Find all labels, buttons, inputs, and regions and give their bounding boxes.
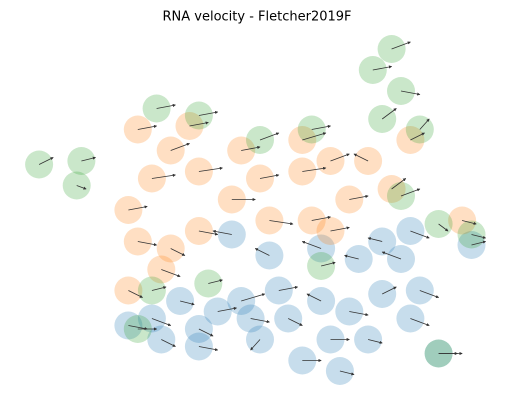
velocity-arrow — [212, 229, 232, 235]
velocity-arrow — [301, 240, 322, 249]
velocity-arrow — [330, 153, 350, 162]
velocity-arrow — [353, 153, 369, 162]
velocity-arrow — [81, 156, 97, 162]
velocity-arrow — [368, 339, 383, 344]
velocity-arrow — [288, 318, 303, 326]
velocity-arrow — [198, 230, 219, 236]
velocity-arrow — [306, 293, 322, 302]
velocity-arrow — [321, 261, 336, 267]
velocity-arrow — [391, 41, 411, 50]
velocity-arrow — [471, 234, 487, 239]
velocity-arrow — [410, 230, 430, 239]
velocity-arrow — [382, 286, 397, 295]
velocity-arrow — [189, 121, 209, 127]
velocity-arrow — [156, 103, 176, 109]
velocity-arrow — [170, 248, 186, 256]
velocity-arrow — [330, 226, 350, 232]
velocity-arrow — [151, 318, 172, 327]
velocity-arrow — [198, 328, 214, 337]
velocity-arrow — [241, 145, 261, 151]
velocity-arrow — [311, 124, 332, 130]
velocity-arrow — [400, 90, 421, 96]
velocity-arrow — [302, 166, 327, 172]
velocity-arrow — [344, 254, 359, 260]
velocity-arrow — [410, 318, 430, 327]
velocity-arrow — [381, 251, 402, 260]
velocity-arrow — [419, 290, 440, 299]
velocity-arrow — [76, 185, 87, 190]
velocity-arrow — [137, 124, 158, 130]
velocity-arrow — [198, 346, 219, 352]
velocity-arrow — [180, 300, 195, 306]
velocity-arrow — [391, 178, 407, 190]
velocity-arrow — [161, 269, 181, 278]
velocity-arrow — [128, 290, 143, 298]
velocity-arrow — [151, 173, 176, 179]
velocity-arrow — [372, 65, 393, 71]
velocity-arrow — [400, 188, 421, 197]
velocity-arrow — [259, 173, 280, 179]
velocity-arrow — [462, 220, 477, 225]
velocity-arrow — [410, 132, 425, 141]
velocity-arrow — [250, 339, 261, 351]
chart-title: RNA velocity - Fletcher2019F — [162, 10, 351, 25]
velocity-arrow — [269, 220, 294, 226]
velocity-arrow — [349, 194, 369, 200]
velocity-arrow — [161, 339, 176, 347]
velocity-arrow — [241, 293, 266, 302]
velocity-arrow — [38, 157, 54, 165]
velocity-arrow — [128, 325, 148, 331]
velocity-arrow — [137, 241, 158, 247]
velocity-arrow — [278, 285, 299, 291]
velocity-arrow — [471, 240, 487, 246]
velocity-arrow — [311, 215, 332, 221]
velocity-arrow — [339, 370, 355, 376]
velocity-arrow — [381, 108, 397, 120]
velocity-arrow — [438, 223, 449, 232]
velocity-arrow — [217, 306, 238, 312]
velocity-arrow — [250, 318, 270, 324]
velocity-arrow — [198, 110, 219, 116]
velocity-arrow — [254, 248, 270, 256]
velocity-arrow — [367, 237, 383, 242]
velocity-arrow — [128, 205, 148, 211]
velocity-arrow — [198, 166, 223, 172]
velocity-arrow — [208, 279, 223, 284]
velocity-arrow — [259, 132, 280, 141]
velocity-arrow — [151, 286, 167, 291]
velocity-arrow — [170, 142, 190, 151]
velocity-arrow — [419, 118, 430, 130]
velocity-arrow — [349, 311, 369, 317]
velocity-arrow — [302, 132, 327, 141]
